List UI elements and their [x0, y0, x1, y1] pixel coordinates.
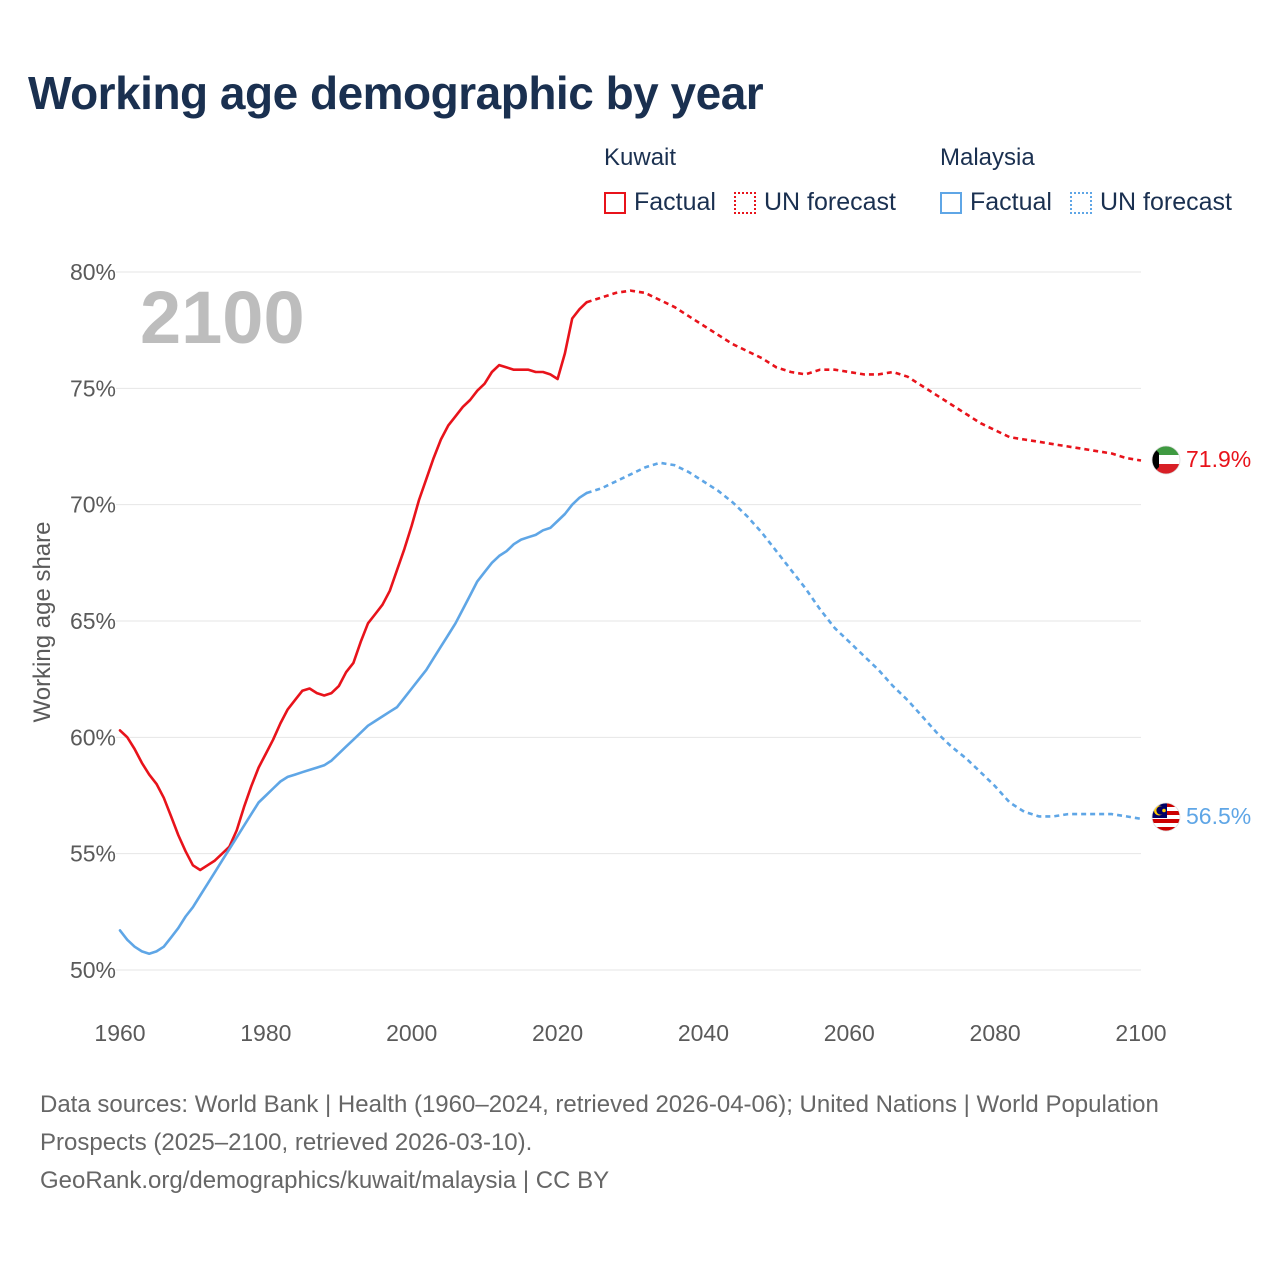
kuwait-forecast-line[interactable]: [586, 289, 1142, 462]
attribution-link[interactable]: GeoRank.org/demographics/kuwait/malaysia…: [40, 1167, 610, 1194]
chart-title: Working age demographic by year: [28, 67, 764, 119]
y-tick-label: 55%: [70, 841, 116, 867]
solid-swatch-icon: [940, 191, 962, 214]
legend-malaysia: Malaysia Factual UN forecast: [940, 144, 1250, 217]
x-tick-label: 2040: [678, 1020, 729, 1046]
x-tick-label: 2020: [532, 1020, 583, 1046]
y-tick-label: 65%: [70, 608, 116, 634]
x-tick-label: 1960: [94, 1020, 145, 1046]
malaysia-forecast-line[interactable]: [586, 461, 1142, 821]
line-chart: 50% 55% 60% 65% 70% 75% 80% 1960 1980 2000 2020 20…: [29, 259, 1251, 1046]
x-tick-label: 2000: [386, 1020, 437, 1046]
legend-kuwait-title: Kuwait: [604, 144, 677, 171]
y-tick-label: 70%: [70, 492, 116, 518]
solid-swatch-icon: [604, 191, 626, 214]
y-tick-label: 50%: [70, 957, 116, 983]
y-tick-label: 75%: [70, 375, 116, 401]
legend-malaysia-factual-label: Factual: [970, 188, 1052, 216]
kuwait-factual-line[interactable]: [118, 300, 588, 872]
series-lines: [118, 289, 1142, 955]
x-axis-ticks: 1960 1980 2000 2020 2040 2060 2080 2100: [94, 1020, 1166, 1046]
dotted-swatch-icon: [733, 191, 756, 214]
x-tick-label: 2100: [1115, 1020, 1166, 1046]
x-tick-label: 1980: [240, 1020, 291, 1046]
malaysia-factual-line[interactable]: [118, 491, 588, 955]
grid-lines: [116, 271, 1141, 971]
dotted-swatch-icon: [1069, 191, 1092, 214]
kuwait-end-label: 71.9%: [1186, 446, 1251, 472]
legend-kuwait-factual-label: Factual: [634, 188, 716, 216]
data-sources-note: Data sources: World Bank | Health (1960–…: [40, 1091, 1159, 1156]
y-axis-label: Working age share: [29, 522, 56, 723]
legend-malaysia-title: Malaysia: [940, 144, 1035, 171]
y-axis-ticks: 50% 55% 60% 65% 70% 75% 80%: [70, 259, 116, 983]
malaysia-end-label: 56.5%: [1186, 803, 1251, 829]
legend-kuwait-forecast[interactable]: UN forecast: [733, 188, 896, 217]
legend-kuwait-factual[interactable]: Factual: [604, 188, 716, 217]
legend-malaysia-forecast-label: UN forecast: [1099, 188, 1232, 216]
legend-malaysia-factual[interactable]: Factual: [940, 188, 1052, 217]
legend-kuwait: Kuwait Factual UN forecast: [604, 144, 914, 217]
y-tick-label: 60%: [70, 724, 116, 750]
y-tick-label: 80%: [70, 259, 116, 285]
x-tick-label: 2060: [824, 1020, 875, 1046]
footer: Data sources: World Bank | Health (1960–…: [40, 1086, 1240, 1200]
x-tick-label: 2080: [970, 1020, 1021, 1046]
legend-malaysia-forecast[interactable]: UN forecast: [1069, 188, 1232, 217]
malaysia-flag-icon: [1152, 803, 1180, 831]
legend-kuwait-forecast-label: UN forecast: [763, 188, 896, 216]
year-watermark: 2100: [140, 276, 305, 359]
